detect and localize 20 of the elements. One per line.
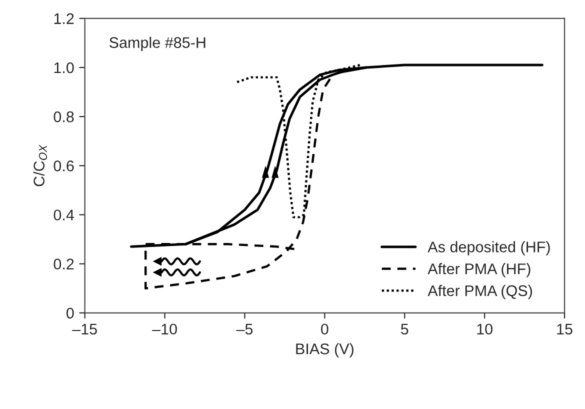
x-tick-label: –5 (236, 324, 253, 335)
x-axis-title: BIAS (V) (296, 343, 354, 358)
legend-label: After PMA (HF) (428, 263, 530, 278)
x-tick-label: 10 (477, 324, 492, 335)
legend-label: As deposited (HF) (428, 241, 550, 256)
y-tick-label: 0.8 (54, 111, 74, 122)
x-tick-label: 5 (400, 324, 408, 335)
y-axis-title: C/C$_{OX}$ (33, 144, 48, 186)
y-tick-label: 1.0 (54, 62, 74, 74)
annotation: Sample #85-H (110, 36, 206, 52)
y-tick-label: 0.6 (54, 160, 74, 172)
legend-label: After PMA (QS) (428, 284, 532, 300)
y-tick-label: 0.2 (54, 258, 74, 270)
x-tick-label: 0 (321, 324, 328, 335)
x-tick-label: –10 (152, 324, 177, 335)
x-tick-label: 15 (557, 324, 572, 335)
y-tick-label: 1.2 (54, 13, 74, 24)
y-tick-label: 0.4 (54, 210, 74, 220)
x-tick-label: –15 (72, 324, 97, 335)
y-tick-label: 0 (66, 308, 74, 319)
